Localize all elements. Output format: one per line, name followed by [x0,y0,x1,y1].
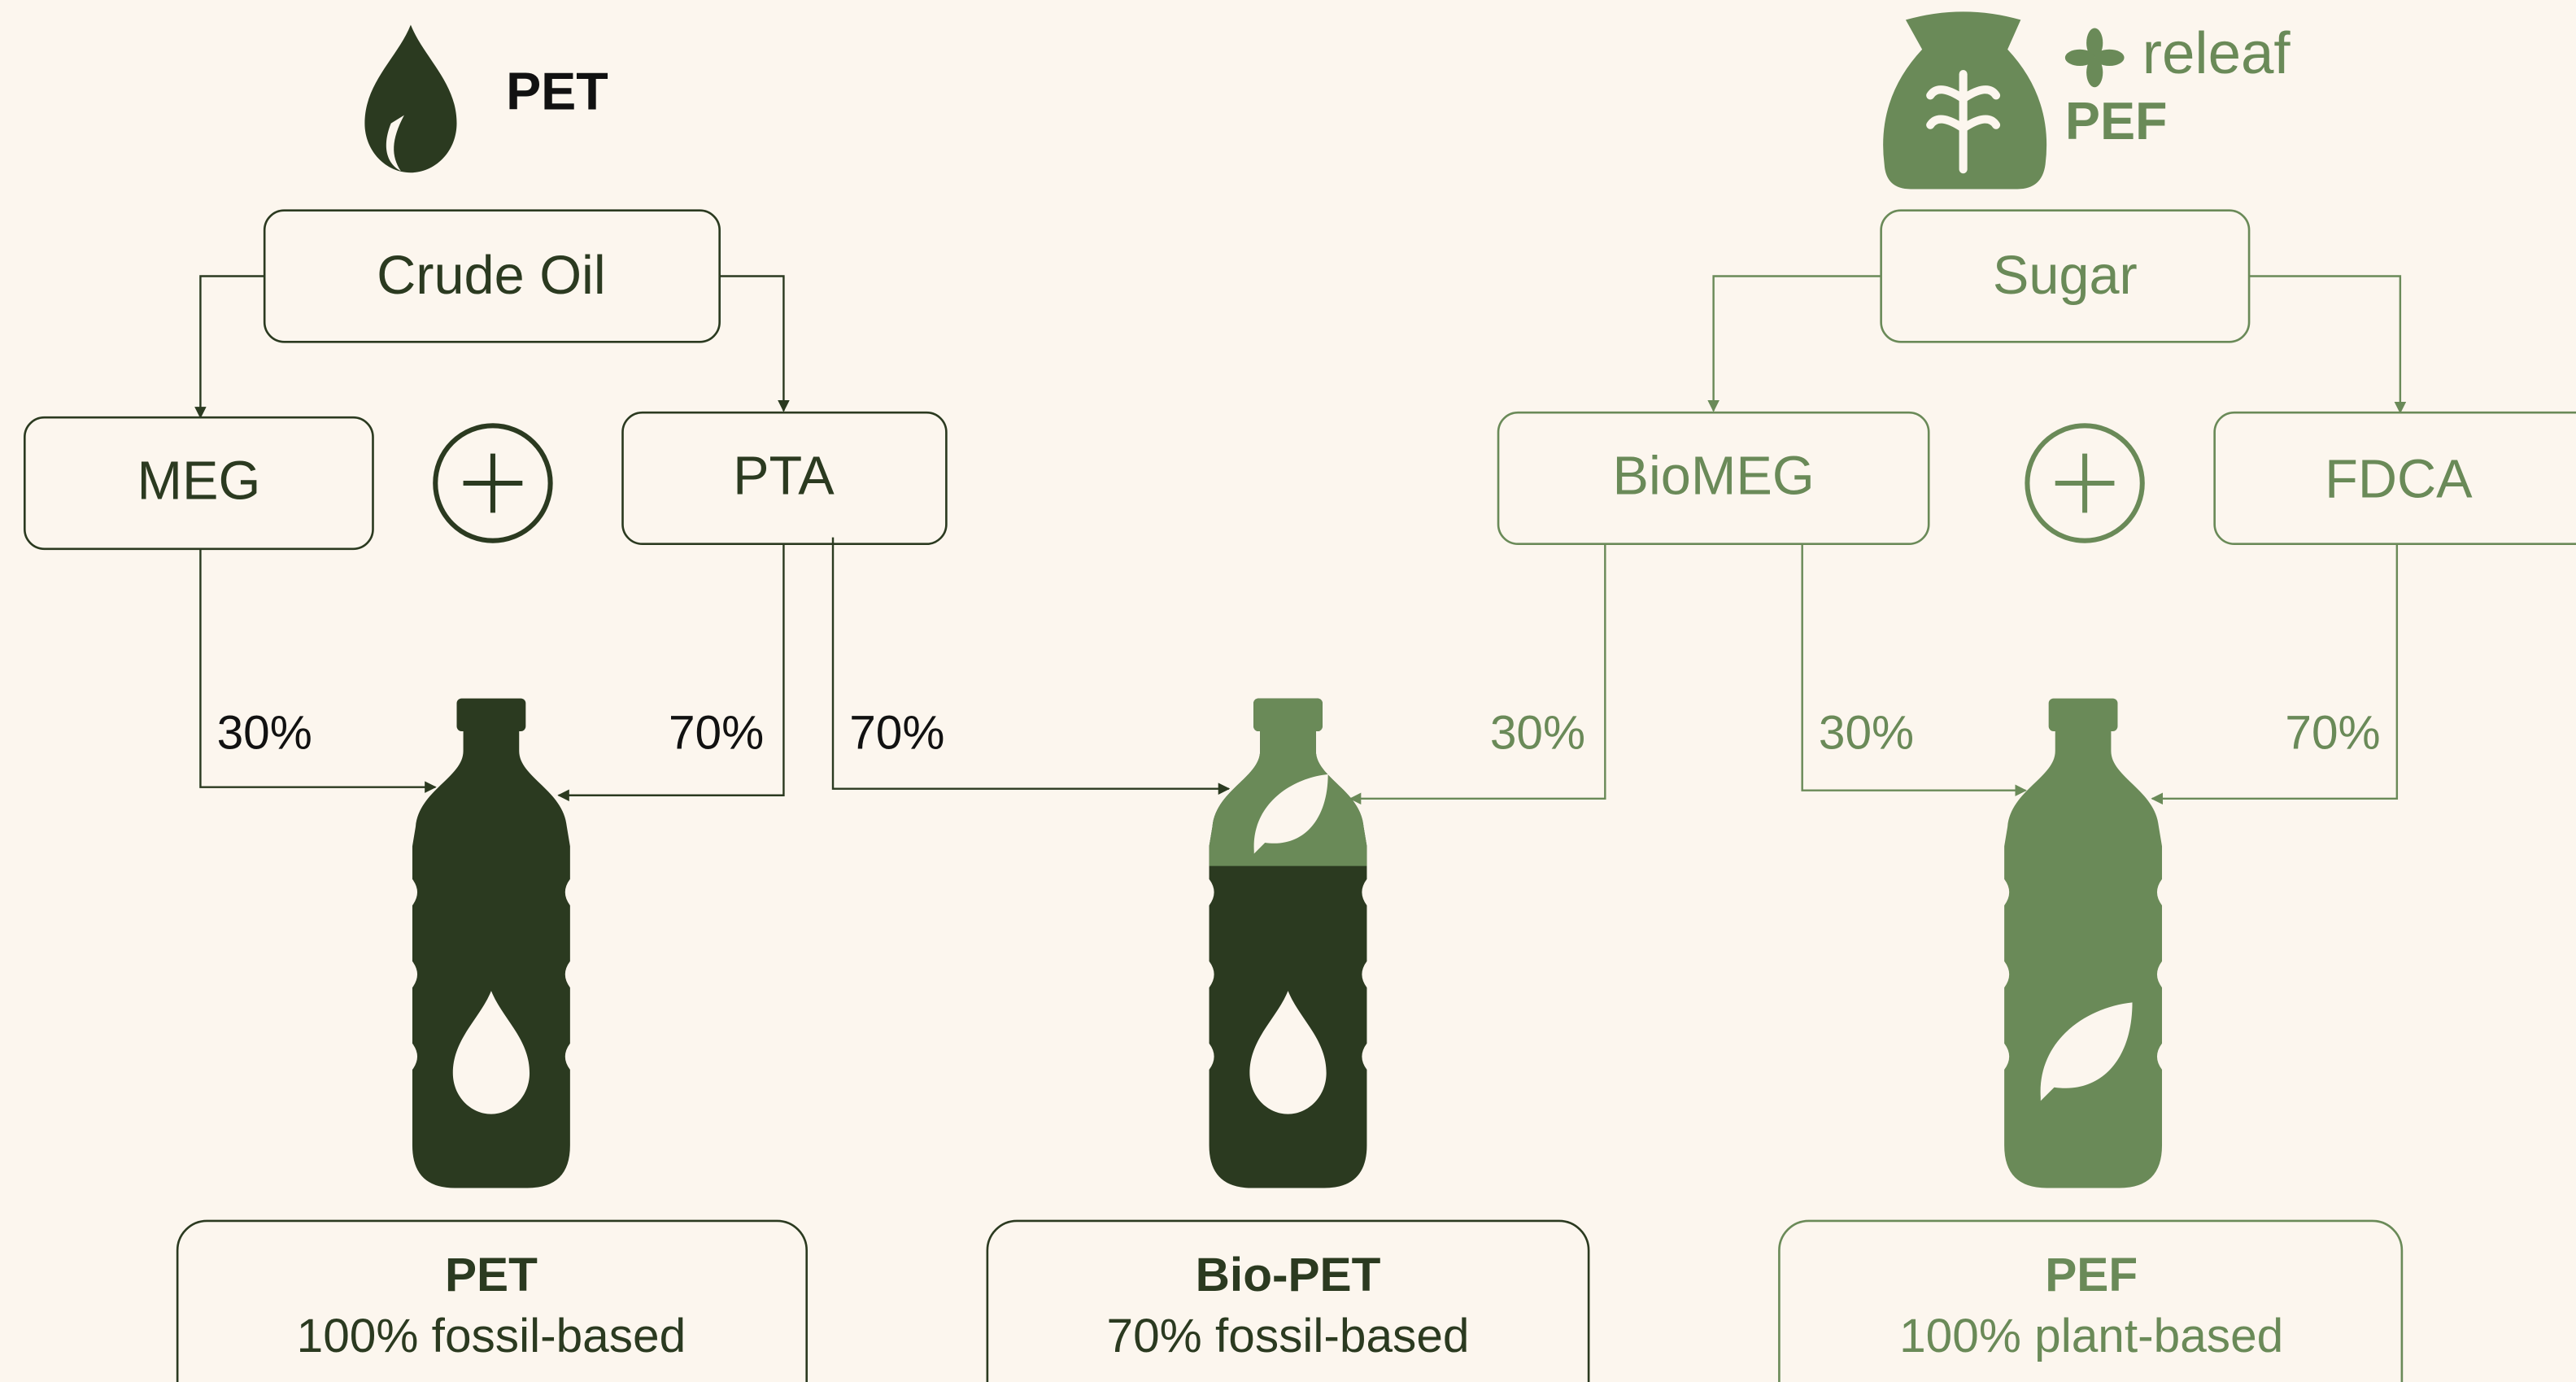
edge-label: 70% [2285,707,2380,760]
node-label: BioMEG [1613,447,1815,507]
node-label: Crude Oil [377,246,605,306]
node-label: Sugar [1993,246,2138,306]
product-name: Bio-PET [1196,1249,1381,1301]
product-name: PET [445,1249,538,1301]
node-label: MEG [137,451,260,512]
node-label: FDCA [2325,450,2473,510]
diagram: PET releaf PEF Crude Oil MEG PTA Sugar B… [0,0,2576,1382]
pef-title: PEF [2065,91,2168,150]
edge-label: 30% [1819,707,1914,760]
product-description: 70% fossil-based [1107,1310,1470,1362]
brand-name: releaf [2142,20,2291,86]
pet-title: PET [506,61,608,120]
edge-label: 70% [669,707,764,760]
edge-label: 70% [849,707,944,760]
product-description: 100% fossil-based [297,1310,686,1362]
product-name: PEF [2045,1249,2138,1301]
product-description: 100% plant-based [1899,1310,2283,1362]
node-label: PTA [733,447,835,507]
edge-label: 30% [1490,707,1585,760]
edge-label: 30% [217,707,312,760]
